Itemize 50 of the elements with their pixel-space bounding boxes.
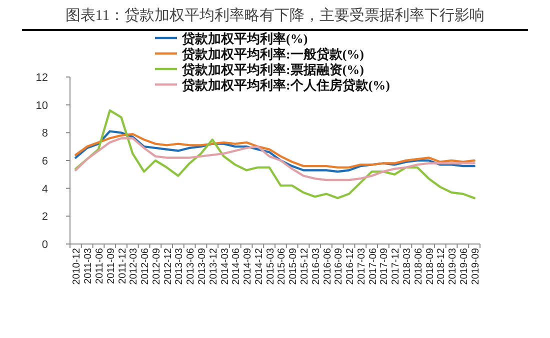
x-tick-label: 2012-09 <box>151 248 162 285</box>
line-series <box>74 109 476 200</box>
y-tick-label: 4 <box>42 183 48 196</box>
legend-label: 贷款加权平均利率(%) <box>181 31 308 46</box>
x-tick-label: 2013-03 <box>174 248 186 285</box>
x-tick-label: 2016-12 <box>345 248 356 285</box>
x-tick-label: 2010-12 <box>72 248 83 285</box>
legend-label: 贷款加权平均利率:一般贷款(%) <box>181 46 364 62</box>
x-tick-label: 2019-03 <box>448 248 459 285</box>
x-tick-label: 2013-09 <box>196 248 208 285</box>
x-tick-label: 2014-09 <box>242 248 254 285</box>
x-tick-label: 2018-06 <box>413 248 424 285</box>
x-tick-label: 2015-03 <box>265 248 276 285</box>
x-tick-label: 2014-06 <box>231 248 242 285</box>
line-series <box>74 137 476 182</box>
x-tick-label: 2012-03 <box>128 248 140 285</box>
x-tick-label: 2018-12 <box>436 248 448 285</box>
x-tick-label: 2017-12 <box>390 248 402 285</box>
x-tick-label: 2016-06 <box>322 248 334 285</box>
x-tick-label: 2017-09 <box>379 248 390 285</box>
x-tick-label: 2011-09 <box>106 248 117 284</box>
x-tick-label: 2017-03 <box>356 248 368 285</box>
x-tick-label: 2011-12 <box>117 248 128 284</box>
x-tick-label: 2019-06 <box>458 248 470 285</box>
x-tick-label: 2016-09 <box>334 248 345 285</box>
y-tick-label: 8 <box>42 128 48 140</box>
x-tick-label: 2019-09 <box>470 248 482 285</box>
x-tick-label: 2016-03 <box>310 248 322 285</box>
x-tick-label: 2011-06 <box>94 248 106 284</box>
x-tick-label: 2017-06 <box>368 248 379 285</box>
x-tick-label: 2011-03 <box>83 248 94 284</box>
x-tick-label: 2014-12 <box>254 248 265 285</box>
y-tick-label: 12 <box>36 72 48 84</box>
chart-title: 图表11：贷款加权平均利率略有下降，主要受票据利率下行影响 <box>65 7 485 24</box>
y-tick-label: 6 <box>42 156 48 168</box>
x-tick-label: 2018-09 <box>424 248 436 285</box>
x-tick-label: 2015-12 <box>299 248 310 285</box>
x-tick-label: 2013-12 <box>208 248 220 285</box>
y-tick-label: 2 <box>42 211 48 224</box>
x-tick-label: 2012-12 <box>162 248 174 285</box>
y-tick-label: 0 <box>42 239 48 251</box>
x-tick-label: 2014-03 <box>220 248 231 285</box>
x-tick-label: 2012-06 <box>140 248 152 285</box>
legend-label: 贷款加权平均利率:票据融资(%) <box>181 62 364 77</box>
y-tick-label: 10 <box>36 100 48 112</box>
x-tick-label: 2018-03 <box>402 248 413 285</box>
x-tick-label: 2015-09 <box>288 248 300 285</box>
legend-label: 贷款加权平均利率:个人住房贷款(%) <box>181 78 390 92</box>
x-tick-label: 2013-06 <box>186 248 197 285</box>
x-tick-label: 2015-06 <box>276 248 288 285</box>
